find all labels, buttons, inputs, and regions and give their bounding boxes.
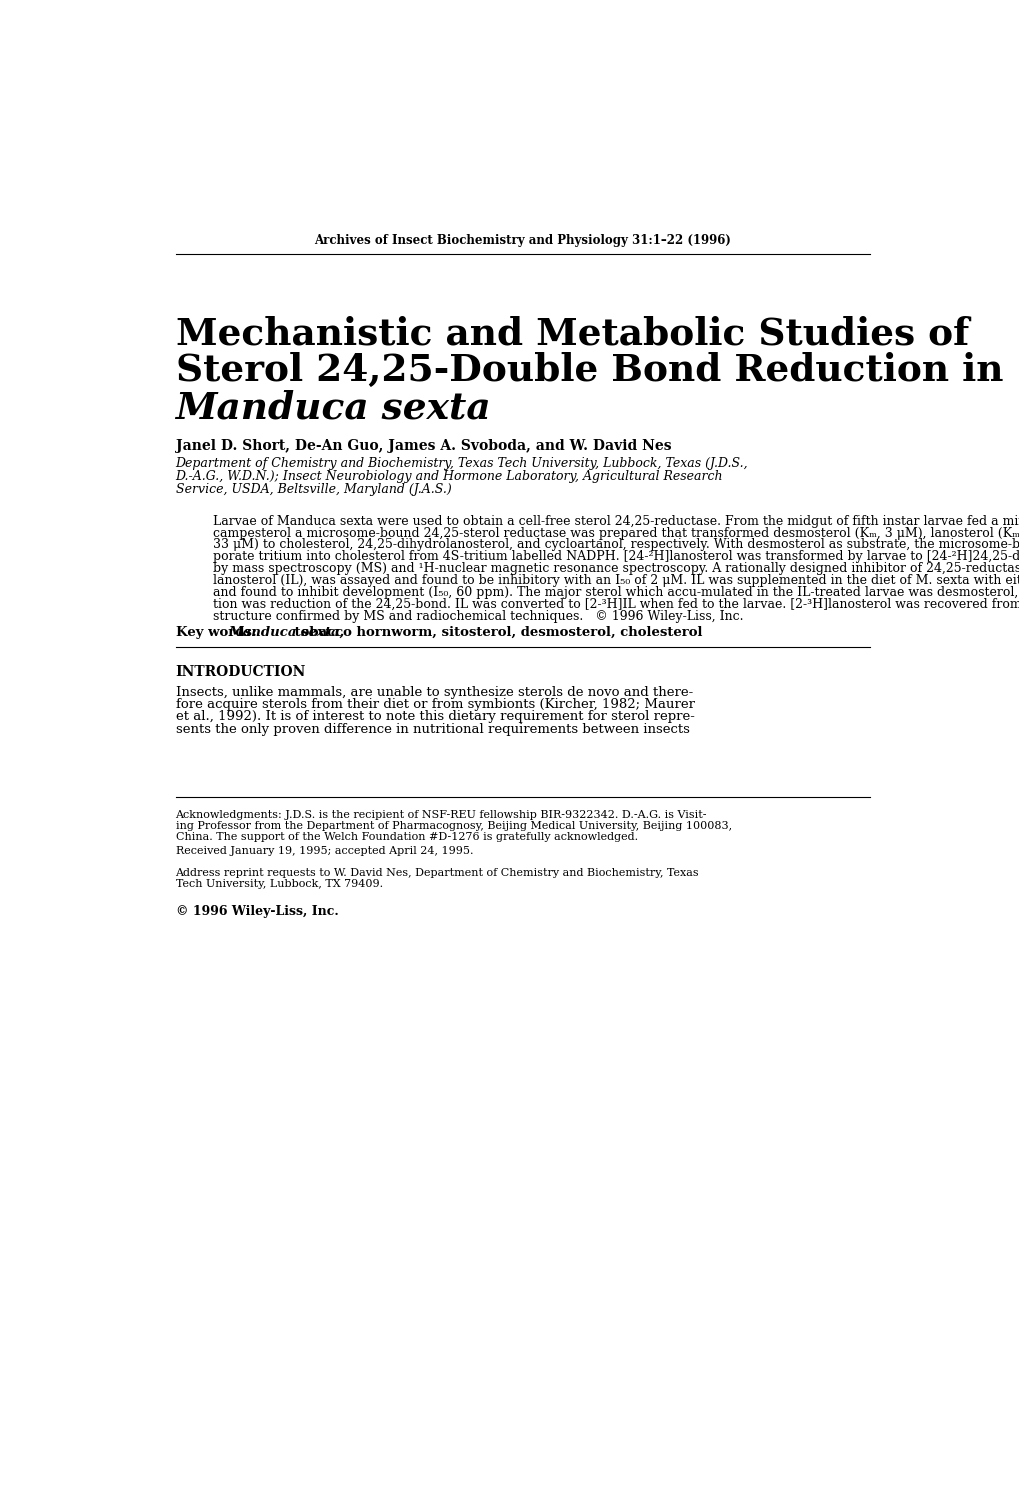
Text: Department of Chemistry and Biochemistry, Texas Tech University, Lubbock, Texas : Department of Chemistry and Biochemistry… [175, 458, 748, 470]
Text: and found to inhibit development (I₅₀, 60 ppm). The major sterol which accu-mula: and found to inhibit development (I₅₀, 6… [213, 586, 1019, 599]
Text: structure confirmed by MS and radiochemical techniques.   © 1996 Wiley-Liss, Inc: structure confirmed by MS and radiochemi… [213, 610, 743, 624]
Text: tobacco hornworm, sitosterol, desmosterol, cholesterol: tobacco hornworm, sitosterol, desmostero… [290, 627, 702, 639]
Text: Larvae of Manduca sexta were used to obtain a cell-free sterol 24,25-reductase. : Larvae of Manduca sexta were used to obt… [213, 515, 1019, 527]
Text: Insects, unlike mammals, are unable to synthesize sterols de novo and there-: Insects, unlike mammals, are unable to s… [175, 686, 692, 699]
Text: D.-A.G., W.D.N.); Insect Neurobiology and Hormone Laboratory, Agricultural Resea: D.-A.G., W.D.N.); Insect Neurobiology an… [175, 470, 722, 483]
Text: porate tritium into cholesterol from 4S-tritium labelled NADPH. [24-²H]lanostero: porate tritium into cholesterol from 4S-… [213, 551, 1019, 563]
Text: Mechanistic and Metabolic Studies of: Mechanistic and Metabolic Studies of [175, 316, 968, 353]
Text: Address reprint requests to W. David Nes, Department of Chemistry and Biochemist: Address reprint requests to W. David Nes… [175, 868, 698, 877]
Text: Janel D. Short, De-An Guo, James A. Svoboda, and W. David Nes: Janel D. Short, De-An Guo, James A. Svob… [175, 439, 671, 453]
Text: Acknowledgments: J.D.S. is the recipient of NSF-REU fellowship BIR-9322342. D.-A: Acknowledgments: J.D.S. is the recipient… [175, 809, 706, 820]
Text: Received January 19, 1995; accepted April 24, 1995.: Received January 19, 1995; accepted Apri… [175, 847, 473, 856]
Text: Archives of Insect Biochemistry and Physiology 31:1–22 (1996): Archives of Insect Biochemistry and Phys… [314, 234, 731, 246]
Text: Tech University, Lubbock, TX 79409.: Tech University, Lubbock, TX 79409. [175, 879, 382, 889]
Text: Sterol 24,25-Double Bond Reduction in: Sterol 24,25-Double Bond Reduction in [175, 352, 1002, 390]
Text: ing Professor from the Department of Pharmacognosy, Beijing Medical University, : ing Professor from the Department of Pha… [175, 821, 731, 831]
Text: fore acquire sterols from their diet or from symbionts (Kircher, 1982; Maurer: fore acquire sterols from their diet or … [175, 698, 694, 711]
Text: tion was reduction of the 24,25-bond. IL was converted to [2-³H]IL when fed to t: tion was reduction of the 24,25-bond. IL… [213, 598, 1019, 612]
Text: © 1996 Wiley-Liss, Inc.: © 1996 Wiley-Liss, Inc. [175, 904, 338, 918]
Text: campesterol a microsome-bound 24,25-sterol reductase was prepared that transform: campesterol a microsome-bound 24,25-ster… [213, 527, 1019, 539]
Text: Manduca sexta,: Manduca sexta, [228, 627, 344, 639]
Text: Key words:: Key words: [175, 627, 256, 639]
Text: by mass spectroscopy (MS) and ¹H-nuclear magnetic resonance spectroscopy. A rati: by mass spectroscopy (MS) and ¹H-nuclear… [213, 562, 1019, 575]
Text: INTRODUCTION: INTRODUCTION [175, 664, 306, 680]
Text: lanosterol (IL), was assayed and found to be inhibitory with an I₅₀ of 2 μM. IL : lanosterol (IL), was assayed and found t… [213, 574, 1019, 587]
Text: China. The support of the Welch Foundation #D-1276 is gratefully acknowledged.: China. The support of the Welch Foundati… [175, 832, 637, 843]
Text: et al., 1992). It is of interest to note this dietary requirement for sterol rep: et al., 1992). It is of interest to note… [175, 710, 694, 723]
Text: Manduca sexta: Manduca sexta [175, 390, 491, 426]
Text: 33 μM) to cholesterol, 24,25-dihydrolanosterol, and cycloartanol, respectively. : 33 μM) to cholesterol, 24,25-dihydrolano… [213, 539, 1019, 551]
Text: sents the only proven difference in nutritional requirements between insects: sents the only proven difference in nutr… [175, 722, 689, 735]
Text: Service, USDA, Beltsville, Maryland (J.A.S.): Service, USDA, Beltsville, Maryland (J.A… [175, 483, 450, 497]
